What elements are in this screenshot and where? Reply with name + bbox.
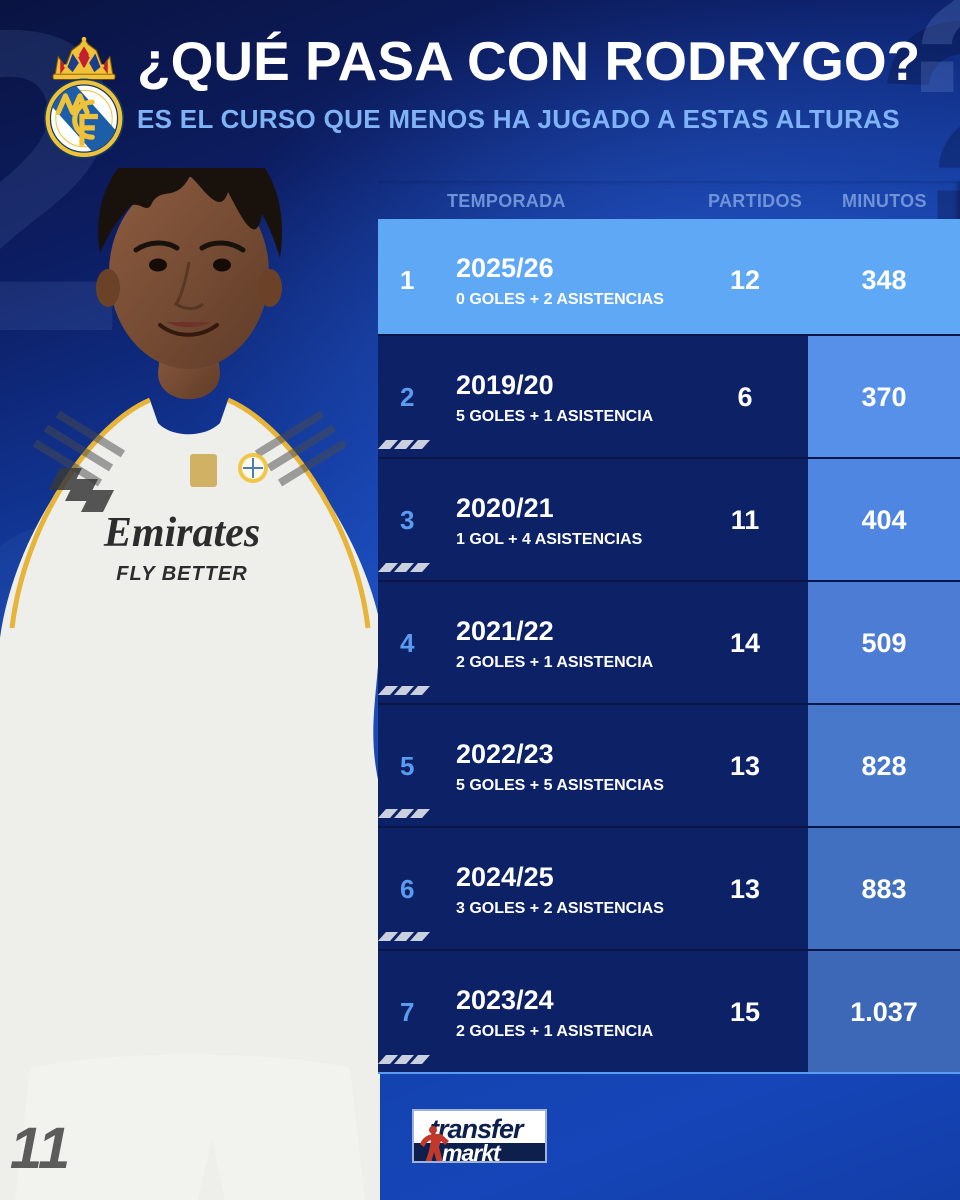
svg-text:11: 11 [10, 1116, 70, 1181]
svg-text:FLY BETTER: FLY BETTER [116, 563, 247, 585]
svg-text:markt: markt [442, 1140, 502, 1163]
svg-text:Emirates: Emirates [103, 510, 260, 556]
